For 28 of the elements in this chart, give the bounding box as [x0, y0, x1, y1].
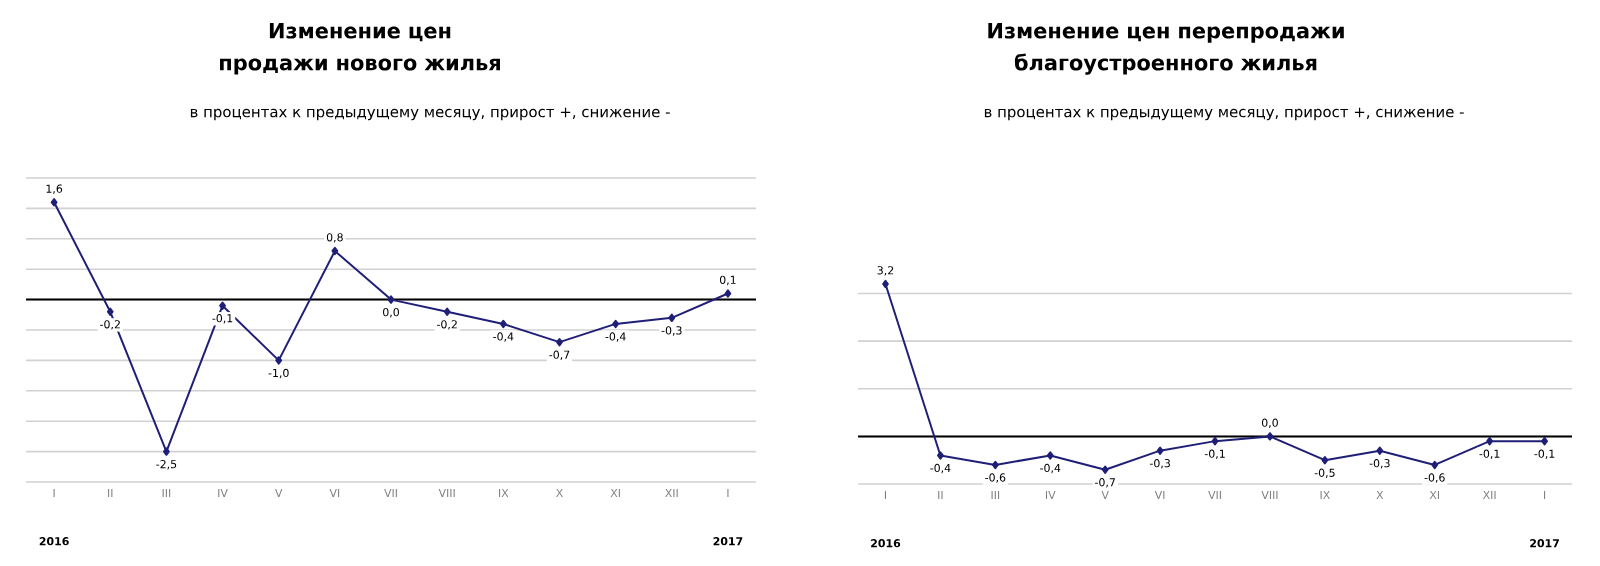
- point: [50, 198, 58, 207]
- point: [937, 451, 944, 460]
- point: [882, 279, 889, 289]
- point: [1156, 446, 1164, 455]
- chart-title: Изменение цен продажи нового жилья: [220, 23, 500, 75]
- chart-title: Изменение цен перепродажи благоустроенного жилья: [988, 23, 1344, 75]
- point: [556, 337, 563, 347]
- point: [106, 307, 114, 316]
- point: [1376, 446, 1384, 455]
- point: [724, 289, 732, 298]
- point: [1486, 436, 1494, 446]
- point: [387, 295, 395, 304]
- point: [1321, 456, 1329, 465]
- point: [443, 307, 451, 316]
- point: [1266, 432, 1274, 441]
- point: [991, 460, 999, 470]
- point: [275, 356, 283, 365]
- point: [1541, 436, 1548, 446]
- point: [1211, 436, 1219, 446]
- point: [612, 319, 620, 329]
- point: [331, 246, 339, 256]
- point: [1431, 460, 1439, 470]
- point: [668, 313, 676, 323]
- point: [1046, 451, 1054, 460]
- point: [163, 447, 170, 456]
- point: [219, 301, 226, 310]
- point: [1101, 465, 1109, 474]
- point: [499, 319, 507, 329]
